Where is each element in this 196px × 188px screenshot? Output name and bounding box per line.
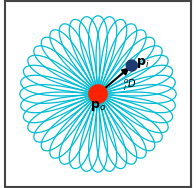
Point <box>96 92 100 96</box>
Point <box>130 64 133 67</box>
Text: $\mathbf{p}_i$: $\mathbf{p}_i$ <box>136 56 150 70</box>
Text: $^o_iD$: $^o_iD$ <box>123 77 136 93</box>
Text: $\mathbf{p}_o$: $\mathbf{p}_o$ <box>90 99 106 113</box>
